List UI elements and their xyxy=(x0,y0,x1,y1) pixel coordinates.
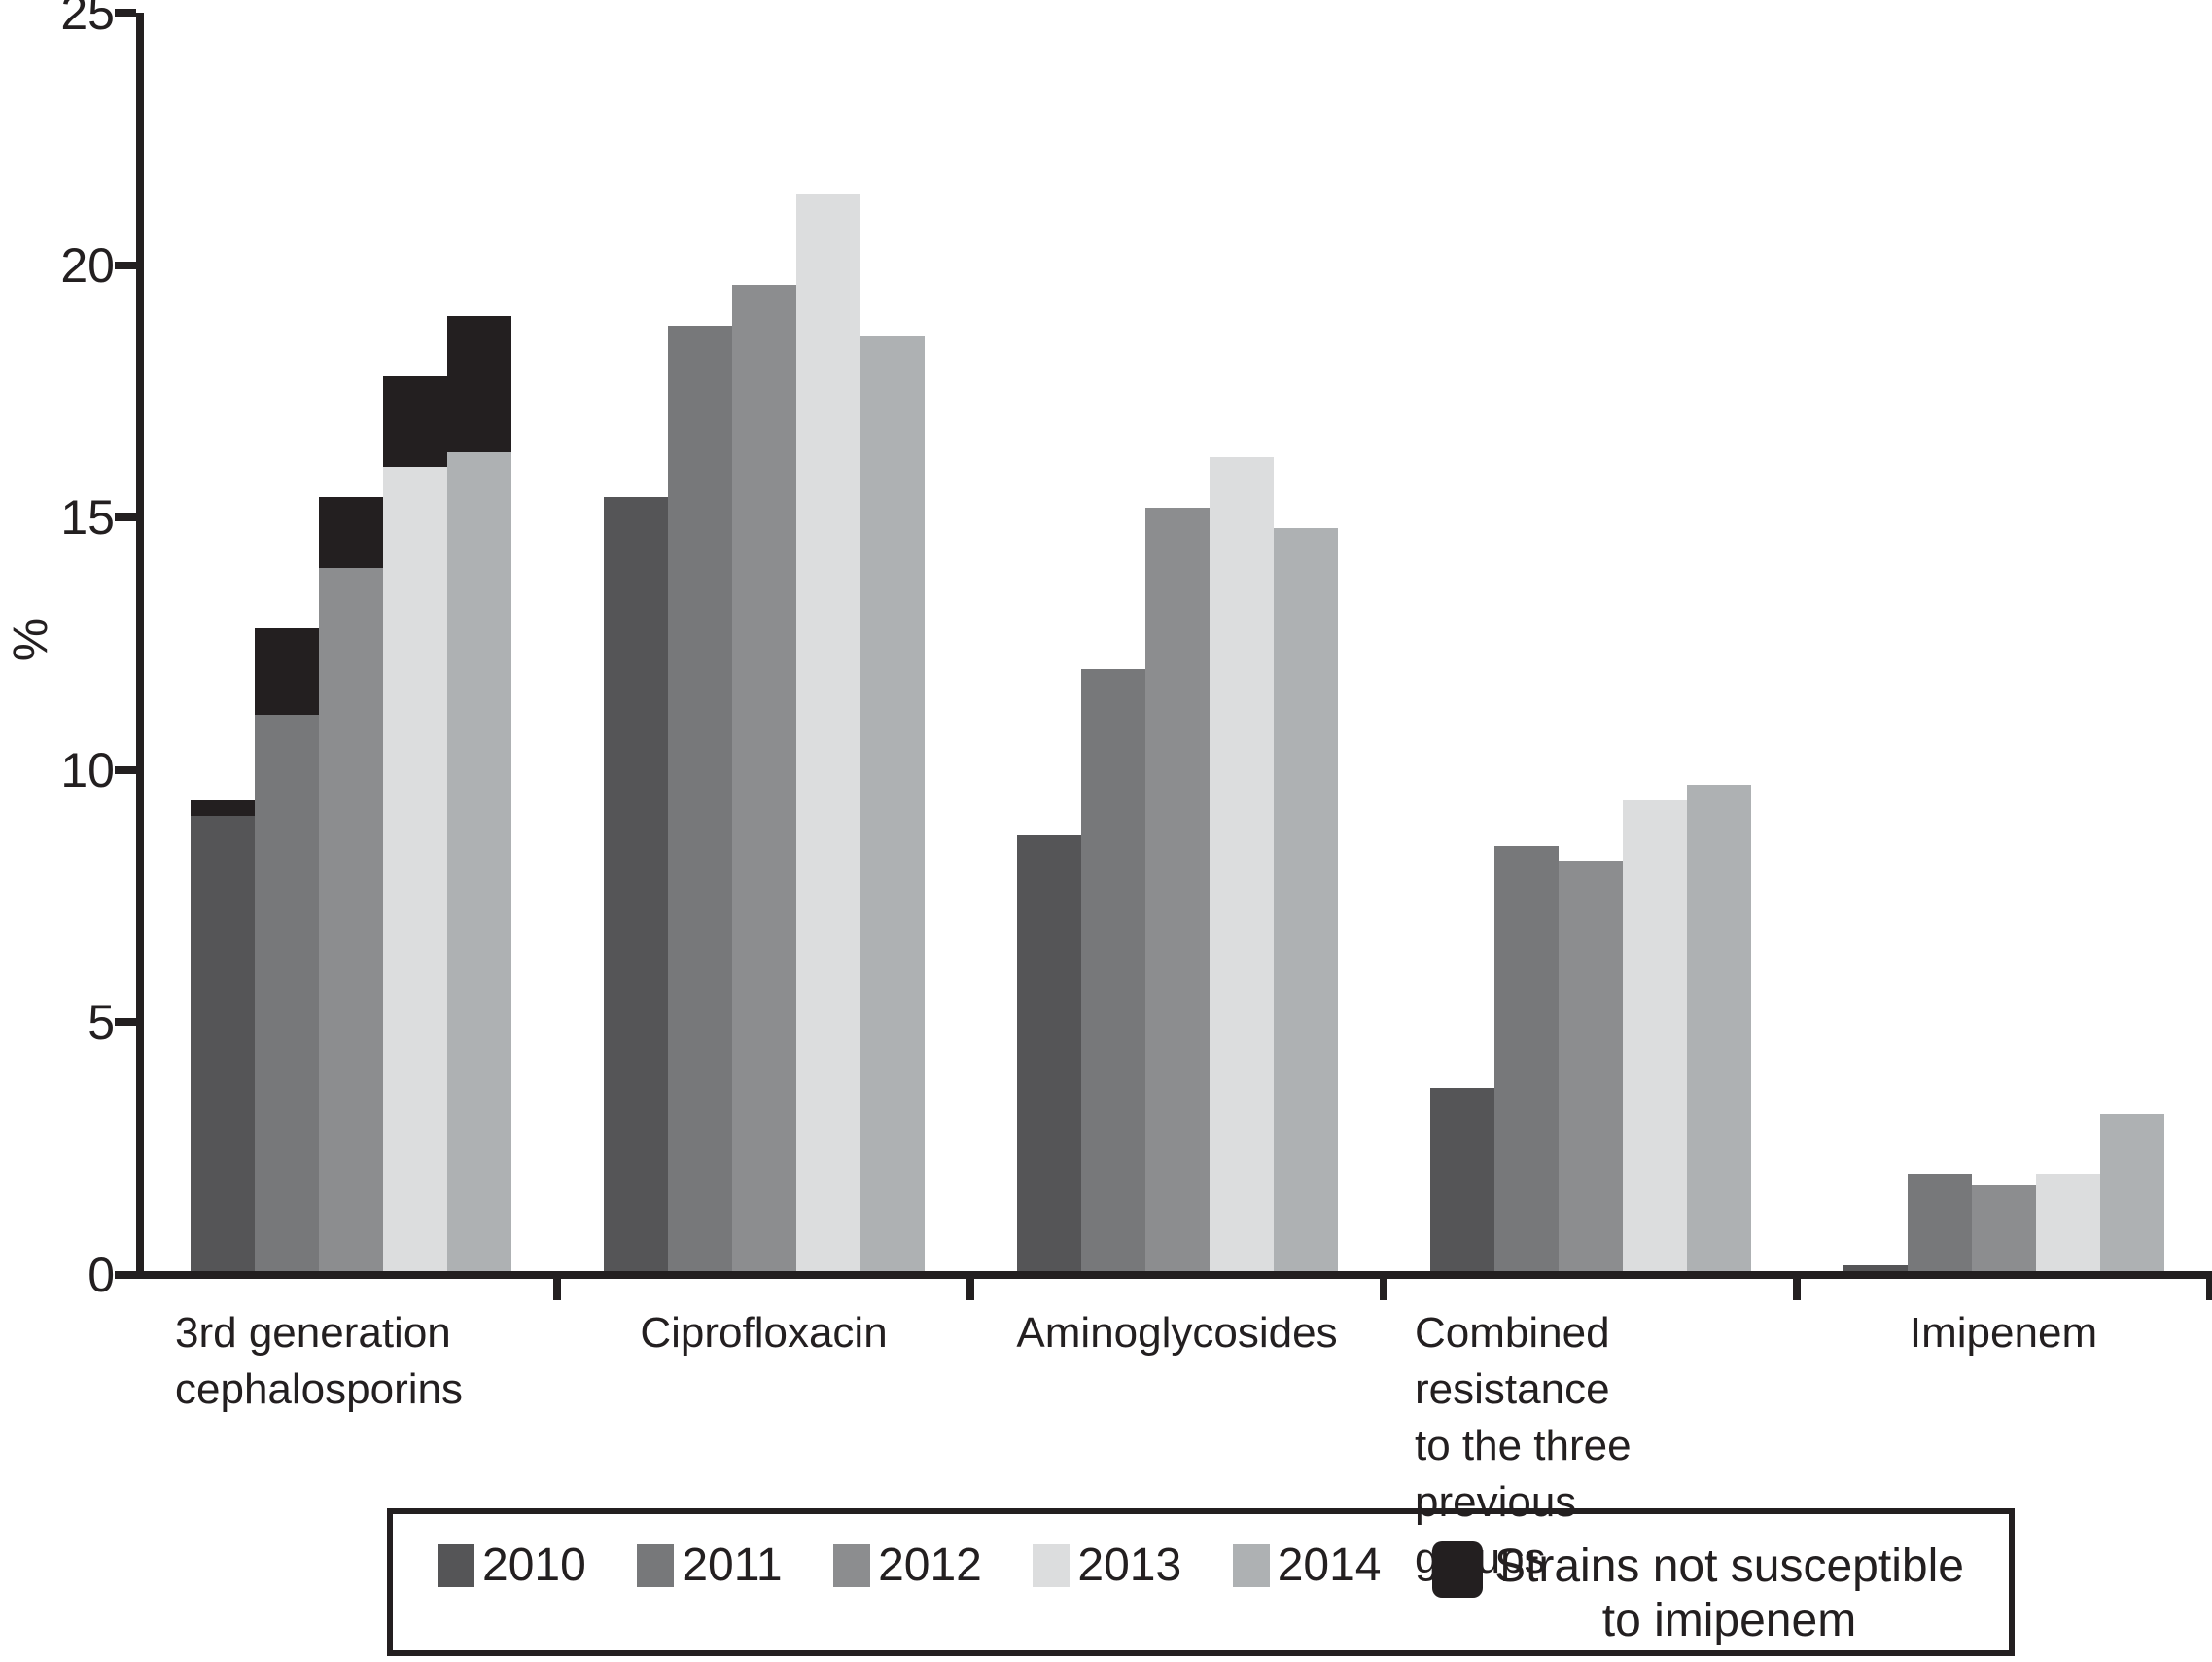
bar-2011-category-4 xyxy=(1907,1174,1972,1275)
legend-label-2013: 2013 xyxy=(1077,1539,1182,1591)
legend-swatch-2013 xyxy=(1033,1544,1071,1587)
legend-label-2014: 2014 xyxy=(1277,1539,1382,1591)
bar-2012-category-2 xyxy=(1144,507,1210,1275)
bar-2013-category-4 xyxy=(2035,1174,2100,1275)
bar-2012-category-4 xyxy=(1971,1184,2036,1275)
bar-2011-category-0 xyxy=(254,714,319,1275)
y-axis-label: % xyxy=(3,618,57,662)
legend-label-2011: 2011 xyxy=(682,1539,783,1591)
legend-item-not-susceptible: Strains not susceptible to imipenem xyxy=(1432,1539,1964,1648)
legend-item-2014: 2014 xyxy=(1232,1539,1382,1592)
legend-swatch-2012 xyxy=(833,1544,871,1587)
overlay-bar-2014-not-susceptible xyxy=(446,315,511,452)
x-tick-mark-4 xyxy=(1793,1275,1801,1300)
bar-2013-category-1 xyxy=(795,194,860,1275)
legend-label-not-susceptible: Strains not susceptible to imipenem xyxy=(1494,1540,1964,1646)
overlay-bar-2012-not-susceptible xyxy=(318,497,383,569)
legend-item-2012: 2012 xyxy=(833,1539,982,1592)
bar-2010-category-2 xyxy=(1016,835,1081,1275)
bar-2014-category-1 xyxy=(860,336,925,1275)
category-label-2: Aminoglycosides xyxy=(1016,1309,1338,1357)
legend-swatch-2011 xyxy=(637,1544,675,1587)
legend-item-2013: 2013 xyxy=(1033,1539,1181,1592)
bar-2012-category-0 xyxy=(318,568,383,1275)
bar-2014-category-0 xyxy=(446,451,511,1275)
bar-2012-category-3 xyxy=(1558,861,1623,1275)
bar-2011-category-3 xyxy=(1493,845,1559,1275)
y-tick-mark-25 xyxy=(115,9,136,17)
y-tick-label-15: 15 xyxy=(60,490,115,546)
x-tick-mark-2 xyxy=(966,1275,974,1300)
y-tick-label-5: 5 xyxy=(88,995,115,1050)
y-tick-label-0: 0 xyxy=(88,1248,115,1302)
x-tick-mark-5 xyxy=(2206,1275,2212,1300)
overlay-bar-2013-not-susceptible xyxy=(382,375,447,468)
x-tick-mark-3 xyxy=(1380,1275,1387,1300)
bar-2014-category-2 xyxy=(1273,527,1338,1275)
category-label-1: Ciprofloxacin xyxy=(640,1309,888,1357)
y-tick-label-25: 25 xyxy=(60,0,115,40)
y-tick-label-20: 20 xyxy=(60,237,115,293)
legend-swatch-2010 xyxy=(438,1544,474,1587)
bar-2011-category-2 xyxy=(1080,668,1145,1275)
legend-label-2010: 2010 xyxy=(482,1539,586,1591)
bar-2010-category-1 xyxy=(603,497,668,1275)
y-axis-line xyxy=(136,13,144,1279)
overlay-bar-2010-not-susceptible xyxy=(190,799,255,816)
legend-swatch-not-susceptible xyxy=(1432,1541,1483,1598)
legend-box: 2010 2011 2012 2013 2014 Strains not suscepti… xyxy=(387,1508,2015,1656)
y-tick-mark-15 xyxy=(115,513,136,522)
y-tick-mark-5 xyxy=(115,1018,136,1027)
bar-2010-category-0 xyxy=(190,815,255,1275)
y-tick-mark-0 xyxy=(115,1271,136,1279)
bar-2014-category-3 xyxy=(1686,785,1751,1275)
bar-2010-category-4 xyxy=(1843,1264,1908,1275)
category-label-0: 3rd generation cephalosporins xyxy=(175,1309,463,1413)
bar-2010-category-3 xyxy=(1429,1087,1494,1275)
category-label-4: Imipenem xyxy=(1909,1309,2098,1357)
legend-item-2011: 2011 xyxy=(637,1539,783,1592)
bar-2014-category-4 xyxy=(2099,1113,2164,1275)
legend-label-2012: 2012 xyxy=(878,1539,982,1591)
bar-2013-category-0 xyxy=(382,467,447,1275)
bar-2013-category-3 xyxy=(1622,799,1687,1275)
bar-2013-category-2 xyxy=(1209,456,1274,1275)
x-axis-line xyxy=(136,1271,2212,1279)
y-tick-mark-10 xyxy=(115,765,136,774)
legend-item-2010: 2010 xyxy=(438,1539,586,1592)
y-tick-mark-20 xyxy=(115,261,136,269)
y-tick-label-10: 10 xyxy=(60,742,115,797)
legend-swatch-2014 xyxy=(1232,1544,1270,1587)
bar-2012-category-1 xyxy=(731,285,796,1275)
bar-2011-category-1 xyxy=(667,325,732,1275)
overlay-bar-2011-not-susceptible xyxy=(254,628,319,715)
x-tick-mark-1 xyxy=(553,1275,561,1300)
